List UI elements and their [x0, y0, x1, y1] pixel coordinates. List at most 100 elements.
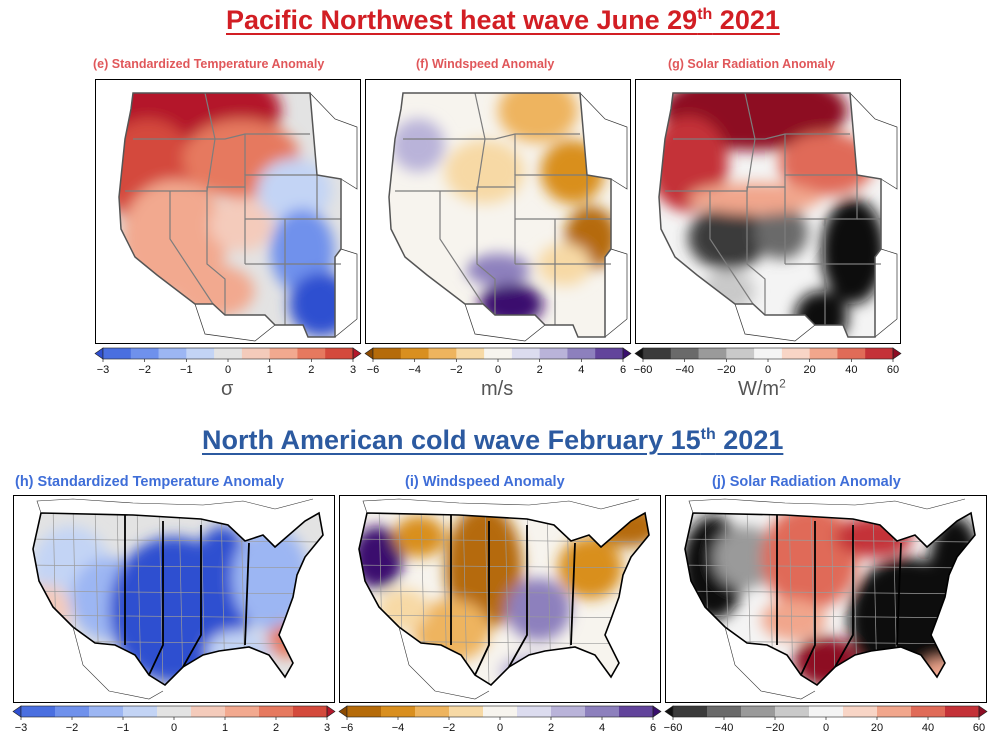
colorbar-swatch — [483, 706, 518, 717]
colorbar-swatch — [551, 706, 586, 717]
region-border — [834, 525, 854, 668]
windspeed-colorbar-top: −6 −4 −2 0 2 4 6 — [364, 347, 632, 378]
colorbar-swatch — [269, 348, 298, 359]
region-border — [570, 542, 576, 646]
colorbar-tick-label: 60 — [887, 364, 899, 376]
anomaly-field — [761, 513, 859, 610]
colorbar-tick-label: 0 — [495, 364, 501, 376]
anomaly-field — [359, 526, 404, 589]
anomaly-field — [412, 211, 477, 265]
colorbar-swatch — [754, 348, 783, 359]
state-border — [33, 564, 323, 569]
colorbar-tick-label: 40 — [922, 722, 934, 734]
colorbar-swatch — [456, 348, 485, 359]
colorbar-tick-label: 0 — [765, 364, 771, 376]
colorbar-extend-high — [892, 347, 902, 360]
state-border — [359, 614, 649, 619]
anomaly-field — [794, 291, 848, 337]
colorbar-swatch — [775, 706, 810, 717]
state-border — [504, 513, 510, 685]
colorbar-tick-label: −6 — [367, 364, 380, 376]
colorbar-extend-low — [12, 705, 22, 718]
colorbar-extend-low — [664, 705, 674, 718]
region-border — [474, 521, 490, 676]
anomaly-field — [479, 283, 544, 326]
colorbar-tick-label: −1 — [117, 722, 130, 734]
colorbar-tick-label: −2 — [450, 364, 463, 376]
state-border — [359, 590, 649, 595]
colorbar-swatch — [428, 348, 457, 359]
anomaly-field — [289, 272, 341, 337]
heatwave-title: Pacific Northwest heat wave June 29th 20… — [226, 5, 780, 35]
colorbar-tick-label: −20 — [717, 364, 736, 376]
region-outline — [388, 92, 612, 338]
state-border — [359, 564, 649, 569]
colorbar-swatch — [511, 348, 541, 359]
colorbar-extend-low — [94, 347, 104, 360]
colorbar-tick-label: 2 — [537, 364, 543, 376]
colorbar-swatch — [643, 348, 672, 359]
state-border — [788, 513, 794, 685]
region-border — [896, 542, 902, 646]
region-outline — [118, 92, 342, 338]
state-border — [178, 513, 184, 685]
anomaly-field — [445, 513, 523, 631]
colorbar-swatch — [293, 706, 328, 717]
colorbar-tick-label: 1 — [222, 722, 228, 734]
colorbar-extend-high — [352, 347, 362, 360]
ms-unit-label: m/s — [481, 378, 514, 400]
colorbar-tick-label: −3 — [15, 722, 28, 734]
state-border — [395, 174, 587, 192]
anomaly-field — [209, 198, 274, 252]
colorbar-swatch — [741, 706, 776, 717]
colorbar-swatch — [517, 706, 552, 717]
state-border — [125, 174, 317, 192]
anomaly-field — [174, 264, 255, 318]
colorbar-swatch — [809, 348, 838, 359]
anomaly-field — [713, 526, 778, 589]
state-border — [474, 92, 486, 192]
panel-g-title: (g) Solar Radiation Anomaly — [668, 57, 835, 71]
colorbar-swatch — [726, 348, 755, 359]
state-border — [709, 191, 754, 305]
colorbar-swatch — [595, 348, 624, 359]
colorbar-extend-low — [364, 347, 374, 360]
colorbar-swatch — [539, 348, 568, 359]
colorbar-swatch — [945, 706, 980, 717]
sigma-unit-label: σ — [221, 378, 234, 400]
state-border — [476, 191, 496, 315]
colorbar-tick-label: 6 — [620, 364, 626, 376]
anomaly-field — [821, 198, 881, 305]
colorbar-swatch — [698, 348, 727, 359]
state-border — [673, 133, 850, 140]
anomaly-field — [540, 139, 605, 204]
colorbar-tick-label: −4 — [408, 364, 421, 376]
anomaly-field — [688, 206, 768, 270]
state-border — [403, 133, 580, 140]
region-border — [148, 521, 164, 676]
colorbar-tick-label: −60 — [664, 722, 683, 734]
colorbar-swatch — [843, 706, 878, 717]
colorbar-swatch — [373, 348, 402, 359]
solar-radiation-anomaly-map-conus — [665, 495, 987, 703]
state-border — [133, 133, 310, 140]
region-outline — [658, 92, 882, 338]
colorbar-tick-label: −6 — [341, 722, 354, 734]
colorbar-tick-label: −40 — [675, 364, 694, 376]
colorbar-tick-label: 6 — [650, 722, 656, 734]
colorbar-swatch — [225, 706, 260, 717]
colorbar-tick-label: −20 — [766, 722, 785, 734]
colorbar-swatch — [347, 706, 382, 717]
anomaly-field — [596, 513, 649, 547]
colorbar-extend-high — [652, 705, 662, 718]
region-outline — [684, 511, 976, 687]
temperature-anomaly-map-west — [95, 79, 361, 344]
colorbar-tick-label: 4 — [599, 722, 605, 734]
anomaly-field — [778, 132, 875, 196]
colorbar-swatch — [877, 706, 912, 717]
panel-e-title: (e) Standardized Temperature Anomaly — [93, 57, 325, 71]
colorbar-swatch — [415, 706, 450, 717]
colorbar-swatch — [157, 706, 192, 717]
colorbar-tick-label: −4 — [392, 722, 405, 734]
region-border — [508, 525, 528, 668]
